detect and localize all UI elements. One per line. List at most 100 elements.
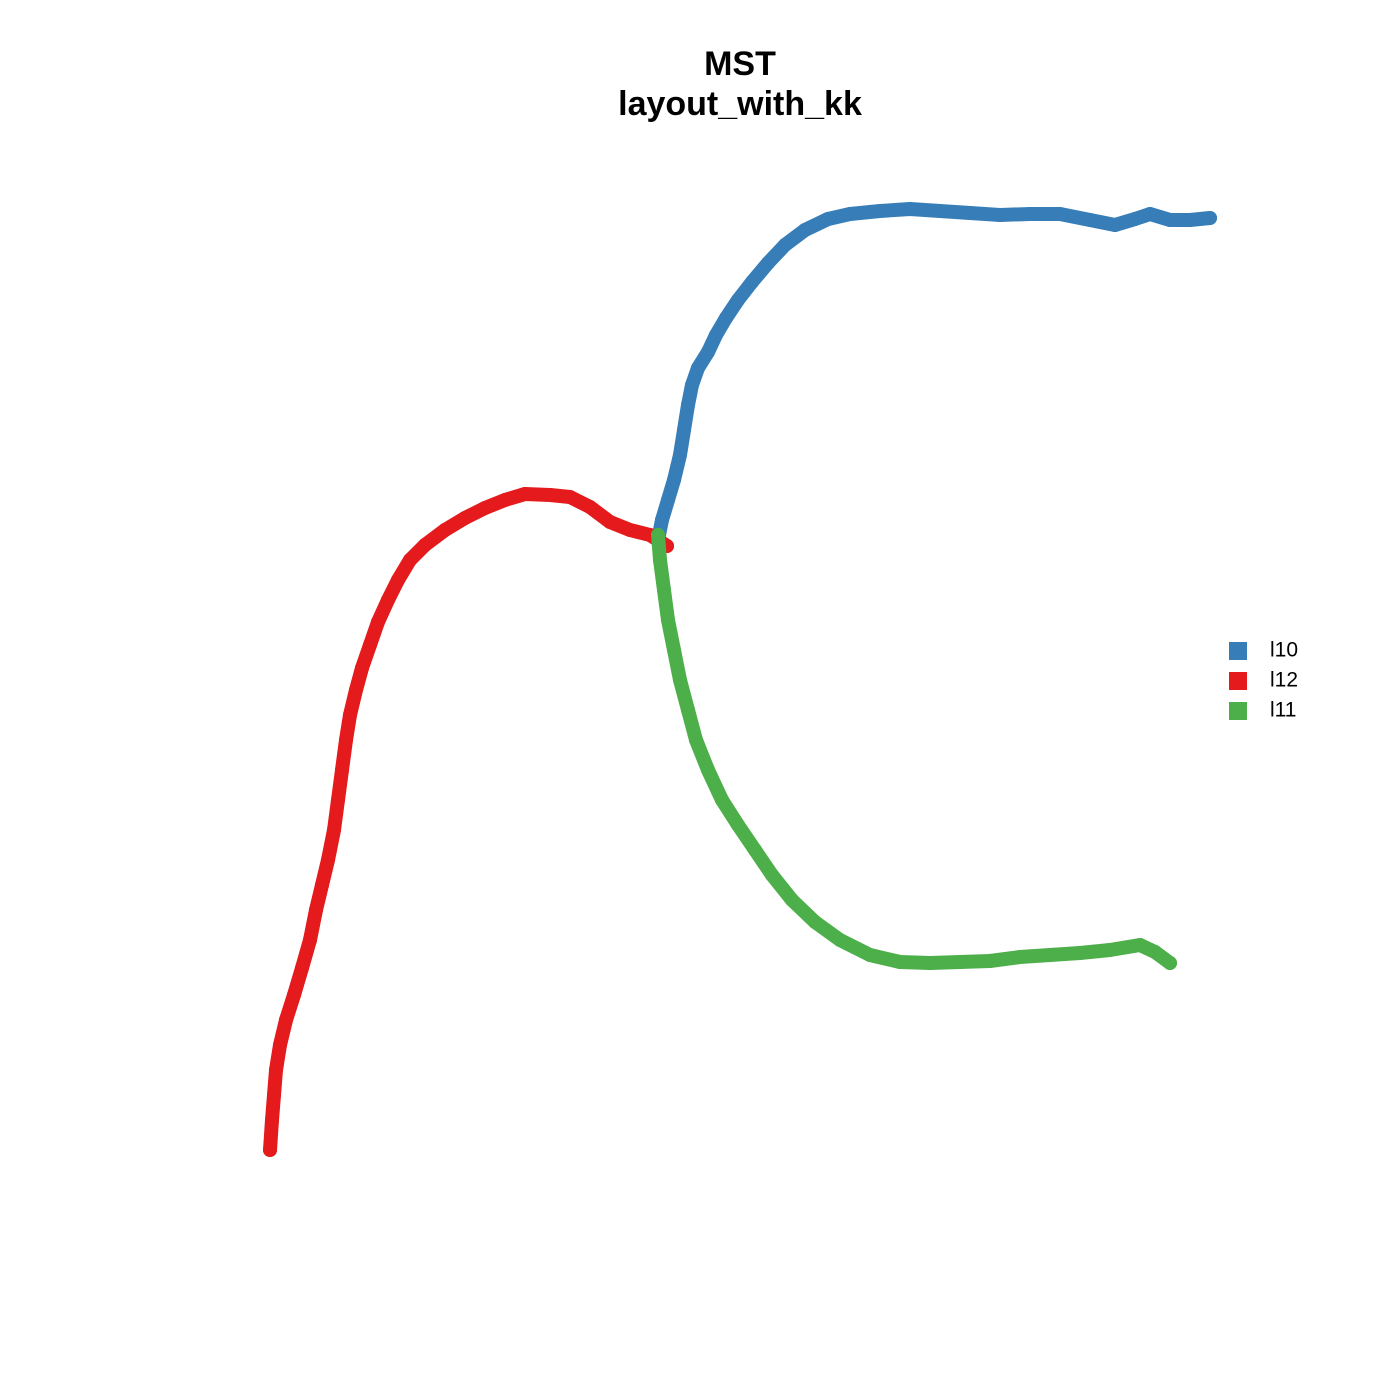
node-point [371,615,385,629]
node-point [731,293,745,307]
node-point [701,763,715,777]
node-point [1128,212,1142,226]
node-point [1023,207,1037,221]
node-point [761,256,775,270]
node-point [381,593,395,607]
tree-edge [651,528,1177,970]
node-point [339,733,353,747]
node-point [327,823,341,837]
node-point [363,638,377,652]
node-point [623,523,637,537]
node-point [709,328,723,342]
node-point [403,553,417,567]
legend-swatch [1229,672,1247,690]
node-point [715,793,729,807]
node-point [893,955,907,969]
node-point [321,853,335,867]
node-point [778,238,792,252]
node-point [335,763,349,777]
node-point [265,1113,279,1127]
node-point [563,490,577,504]
node-point [873,204,887,218]
node-point [843,207,857,221]
node-point [655,513,669,527]
node-point [543,488,557,502]
node-point [657,583,671,597]
node-point [963,206,977,220]
node-point [681,703,695,717]
node-point [267,1088,281,1102]
legend-label: l12 [1270,669,1298,692]
node-point [745,275,759,289]
chart-subtitle: layout_with_kk [618,85,862,123]
node-point [1133,938,1147,952]
node-point [518,487,532,501]
node-point [287,988,301,1002]
node-point [1053,207,1067,221]
legend-swatch [1229,642,1247,660]
node-point [983,954,997,968]
node-point [1043,948,1057,962]
node-point [279,1013,293,1027]
node-point [273,1038,287,1052]
node-point [798,223,812,237]
node-point [1108,218,1122,232]
node-point [458,511,472,525]
node-point [1103,943,1117,957]
node-point [1183,213,1197,227]
node-point [667,643,681,657]
node-point [438,523,452,537]
node-point [933,204,947,218]
node-point [1203,211,1217,225]
node-point [651,528,665,542]
node-point [349,683,363,697]
node-point [903,202,917,216]
node-point [391,573,405,587]
node-point [691,361,705,375]
node-point [765,868,779,882]
node-point [478,501,492,515]
node-point [808,915,822,929]
node-point [653,553,667,567]
node-point [309,903,323,917]
node-point [583,500,597,514]
node-point [923,956,937,970]
legend-label: l10 [1270,639,1298,662]
node-point [498,493,512,507]
node-point [355,661,369,675]
node-point [603,515,617,529]
node-point [263,1143,277,1157]
node-point [689,733,703,747]
node-point [1143,207,1157,221]
chart-title: MST [704,45,776,83]
node-point [731,818,745,832]
node-point [673,448,687,462]
node-point [1013,950,1027,964]
node-point [701,345,715,359]
node-point [667,473,681,487]
node-point [315,878,329,892]
node-point [1163,956,1177,970]
node-point [993,208,1007,222]
node-point [821,212,835,226]
node-point [953,955,967,969]
node-point [863,948,877,962]
node-point [673,673,687,687]
node-point [1163,213,1177,227]
node-point [1083,213,1097,227]
node-point [748,843,762,857]
node-point [661,493,675,507]
node-point [418,538,432,552]
node-point [685,378,699,392]
node-point [677,423,691,437]
node-point [303,933,317,947]
node-point [295,961,309,975]
node-point [331,793,345,807]
node-point [269,1063,283,1077]
legend-swatch [1229,702,1247,720]
node-point [833,933,847,947]
node-point [343,708,357,722]
node-point [661,613,675,627]
